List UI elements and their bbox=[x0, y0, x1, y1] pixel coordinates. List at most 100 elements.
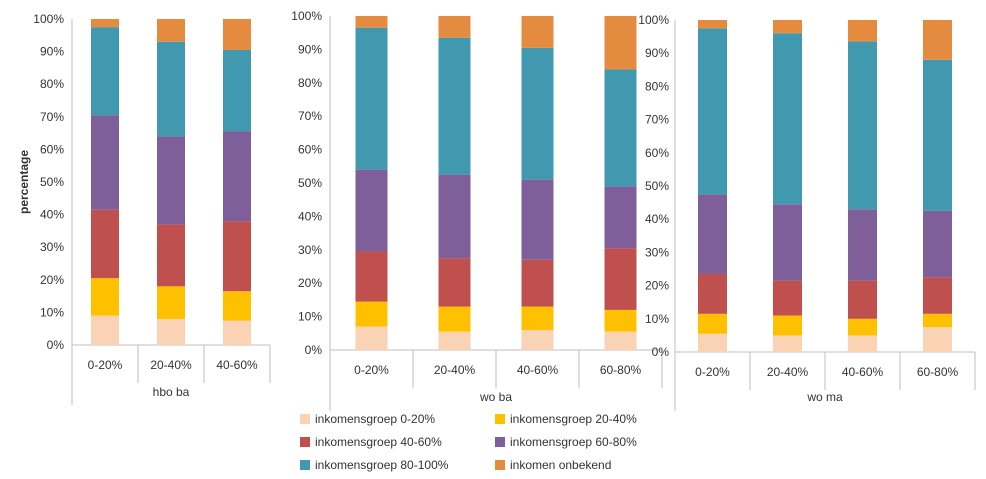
y-tick-label: 80% bbox=[298, 76, 322, 90]
bar-segment bbox=[604, 186, 637, 249]
group-label: wo ba bbox=[479, 390, 512, 404]
x-tick-label: 0-20% bbox=[88, 358, 123, 372]
bar-segment bbox=[355, 27, 388, 170]
bar-segment bbox=[604, 69, 637, 187]
bar-segment bbox=[223, 19, 251, 50]
bar-segment bbox=[438, 258, 471, 307]
bar-segment bbox=[91, 27, 119, 116]
y-tick-label: 0% bbox=[652, 345, 670, 359]
bar-segment bbox=[438, 16, 471, 38]
bar-segment bbox=[157, 224, 185, 287]
x-tick-label: 40-60% bbox=[842, 365, 884, 379]
y-tick-label: 100% bbox=[291, 9, 322, 23]
bar-segment bbox=[848, 335, 877, 352]
bar-segment bbox=[604, 248, 637, 310]
x-tick-label: 60-80% bbox=[917, 365, 959, 379]
y-tick-label: 50% bbox=[298, 176, 322, 190]
bar-segment bbox=[848, 318, 877, 336]
bar-segment bbox=[923, 313, 952, 328]
legend-label: inkomensgroep 20-40% bbox=[510, 412, 637, 426]
bar-segment bbox=[604, 16, 637, 70]
bar-segment bbox=[223, 291, 251, 321]
y-tick-label: 20% bbox=[298, 276, 322, 290]
bar-segment bbox=[223, 221, 251, 292]
legend-label: inkomensgroep 80-100% bbox=[315, 458, 449, 472]
y-tick-label: 100% bbox=[638, 13, 669, 27]
bar-segment bbox=[91, 115, 119, 210]
x-tick-label: 20-40% bbox=[434, 363, 476, 377]
bar-segment bbox=[521, 179, 554, 260]
legend-item: inkomensgroep 20-40% bbox=[495, 412, 637, 426]
y-tick-label: 90% bbox=[298, 42, 322, 56]
y-tick-label: 50% bbox=[645, 179, 669, 193]
bar-segment bbox=[91, 19, 119, 28]
bar-segment bbox=[923, 210, 952, 278]
bar-segment bbox=[698, 313, 727, 334]
bar-segment bbox=[438, 306, 471, 332]
bar-segment bbox=[223, 131, 251, 222]
bar-segment bbox=[157, 136, 185, 225]
y-tick-label: 60% bbox=[298, 143, 322, 157]
bar-segment bbox=[223, 320, 251, 345]
legend-swatch bbox=[495, 437, 505, 447]
x-tick-label: 0-20% bbox=[354, 363, 389, 377]
x-tick-label: 20-40% bbox=[767, 365, 809, 379]
bar-segment bbox=[521, 306, 554, 330]
group-label: wo ma bbox=[806, 390, 843, 404]
bar-segment bbox=[521, 259, 554, 307]
bar-segment bbox=[355, 16, 388, 28]
y-tick-label: 60% bbox=[645, 146, 669, 160]
y-tick-label: 70% bbox=[645, 113, 669, 127]
legend-label: inkomensgroep 40-60% bbox=[315, 435, 442, 449]
y-tick-label: 20% bbox=[40, 273, 64, 287]
y-tick-label: 10% bbox=[298, 310, 322, 324]
bar-segment bbox=[848, 209, 877, 281]
bar-segment bbox=[604, 309, 637, 332]
bar-segment bbox=[355, 251, 388, 302]
bar-segment bbox=[698, 273, 727, 314]
bar-segment bbox=[355, 326, 388, 350]
bar-segment bbox=[698, 194, 727, 274]
bar-segment bbox=[773, 315, 802, 336]
y-tick-label: 40% bbox=[40, 208, 64, 222]
bar-segment bbox=[355, 169, 388, 252]
y-tick-label: 10% bbox=[40, 305, 64, 319]
y-tick-label: 80% bbox=[645, 79, 669, 93]
y-tick-label: 20% bbox=[645, 279, 669, 293]
bar-segment bbox=[698, 20, 727, 29]
y-tick-label: 0% bbox=[47, 338, 65, 352]
y-tick-label: 50% bbox=[40, 175, 64, 189]
bar-segment bbox=[521, 47, 554, 180]
bar-segment bbox=[848, 20, 877, 42]
x-tick-label: 60-80% bbox=[600, 363, 642, 377]
y-tick-label: 0% bbox=[305, 343, 323, 357]
chart-legend: inkomensgroep 0-20% inkomensgroep 20-40%… bbox=[300, 408, 680, 476]
y-tick-label: 10% bbox=[645, 312, 669, 326]
y-tick-label: 80% bbox=[40, 77, 64, 91]
x-tick-label: 0-20% bbox=[695, 365, 730, 379]
bar-segment bbox=[848, 280, 877, 319]
bar-segment bbox=[521, 329, 554, 350]
legend-label: inkomensgroep 60-80% bbox=[510, 435, 637, 449]
legend-label: inkomen onbekend bbox=[510, 458, 612, 472]
x-tick-label: 20-40% bbox=[150, 358, 192, 372]
bar-segment bbox=[773, 20, 802, 34]
legend-swatch bbox=[300, 437, 310, 447]
bar-segment bbox=[773, 335, 802, 352]
bar-segment bbox=[698, 333, 727, 352]
bar-segment bbox=[438, 174, 471, 259]
legend-item: inkomen onbekend bbox=[495, 458, 611, 472]
legend-item: inkomensgroep 0-20% bbox=[300, 412, 435, 426]
bar-segment bbox=[773, 33, 802, 205]
x-tick-label: 40-60% bbox=[517, 363, 559, 377]
y-tick-label: 90% bbox=[645, 46, 669, 60]
bar-segment bbox=[923, 277, 952, 314]
y-tick-label: 30% bbox=[298, 243, 322, 257]
y-tick-label: 30% bbox=[40, 240, 64, 254]
bar-segment bbox=[773, 204, 802, 281]
y-tick-label: 40% bbox=[645, 212, 669, 226]
bar-segment bbox=[157, 318, 185, 345]
bar-segment bbox=[157, 286, 185, 319]
bar-segment bbox=[91, 209, 119, 279]
legend-swatch bbox=[300, 460, 310, 470]
